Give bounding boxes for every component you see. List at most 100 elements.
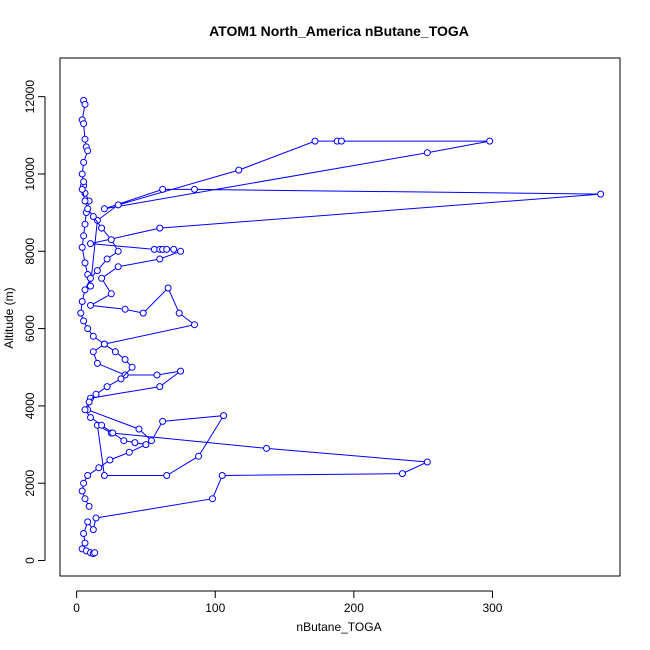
data-point — [78, 185, 86, 193]
y-tick-label: 4000 — [23, 392, 37, 419]
chart-title: ATOM1 North_America nButane_TOGA — [209, 23, 469, 39]
data-point — [81, 539, 89, 547]
data-point — [87, 282, 94, 290]
data-point — [191, 321, 198, 329]
data-point — [84, 205, 92, 213]
data-point — [106, 456, 114, 464]
data-point — [128, 363, 136, 371]
data-point — [100, 205, 108, 213]
data-point — [164, 284, 172, 292]
data-point — [191, 185, 198, 193]
data-point — [170, 245, 178, 253]
data-point — [92, 390, 100, 398]
data-point — [98, 421, 106, 429]
series-line — [81, 100, 601, 555]
data-point — [121, 305, 129, 313]
data-point — [78, 243, 86, 251]
data-point — [80, 530, 88, 537]
data-point — [114, 263, 122, 271]
data-point — [107, 290, 115, 298]
data-point — [111, 348, 119, 356]
data-point — [218, 472, 226, 479]
series-layer — [77, 97, 605, 558]
data-point — [398, 470, 406, 478]
data-point — [135, 425, 143, 433]
x-tick-label: 200 — [344, 601, 364, 615]
data-point — [81, 495, 89, 503]
x-tick-label: 0 — [73, 601, 80, 615]
data-point — [78, 487, 86, 495]
data-point — [87, 274, 94, 282]
data-series — [77, 178, 150, 510]
data-point — [77, 309, 85, 317]
data-point — [78, 170, 86, 178]
x-tick-label: 100 — [205, 601, 225, 615]
data-point — [84, 472, 92, 479]
data-point — [81, 259, 89, 267]
data-point — [159, 417, 167, 425]
data-point — [195, 452, 203, 460]
data-point — [93, 267, 101, 275]
data-point — [81, 220, 89, 228]
data-point — [87, 301, 94, 309]
data-point — [120, 437, 128, 445]
data-point — [423, 458, 431, 466]
data-point — [98, 224, 106, 232]
data-point — [78, 298, 86, 305]
data-point — [98, 274, 106, 282]
data-point — [235, 166, 243, 174]
data-point — [423, 149, 431, 157]
data-point — [81, 100, 89, 108]
y-tick-label: 10000 — [23, 157, 37, 191]
x-tick-label: 300 — [482, 601, 502, 615]
data-point — [80, 479, 88, 487]
data-point — [153, 371, 161, 379]
data-point — [87, 240, 94, 248]
data-point — [81, 286, 89, 294]
data-point — [89, 526, 97, 534]
data-point — [89, 213, 97, 220]
data-point — [81, 197, 89, 205]
data-point — [84, 147, 92, 155]
data-point — [81, 406, 89, 414]
data-point — [121, 356, 129, 363]
data-point — [175, 309, 183, 317]
data-point — [156, 224, 164, 232]
data-point — [87, 414, 94, 421]
y-tick-label: 0 — [23, 557, 37, 564]
data-point — [486, 137, 494, 145]
y-tick-label: 6000 — [23, 315, 37, 342]
axes: 0 100 200 300 0 2000 4000 6000 8000 10000 12000 — [23, 80, 503, 615]
data-point — [100, 472, 108, 479]
data-point — [311, 137, 319, 145]
data-point — [80, 158, 88, 166]
data-point — [91, 549, 99, 557]
data-point — [148, 437, 155, 445]
data-point — [263, 444, 270, 452]
data-point — [85, 398, 93, 406]
data-point — [93, 216, 101, 224]
data-point — [209, 495, 216, 503]
data-point — [92, 514, 100, 522]
data-point — [89, 332, 97, 340]
data-point — [131, 439, 139, 447]
data-point — [163, 472, 171, 479]
data-point — [177, 367, 185, 375]
data-point — [114, 247, 122, 255]
data-point — [125, 448, 133, 456]
data-point — [103, 383, 111, 391]
y-tick-label: 8000 — [23, 238, 37, 265]
data-point — [597, 190, 605, 198]
data-point — [85, 502, 93, 510]
data-point — [117, 375, 125, 383]
data-point — [84, 325, 92, 333]
data-point — [220, 412, 228, 420]
data-point — [177, 247, 185, 255]
data-point — [100, 340, 108, 348]
data-point — [89, 348, 97, 356]
data-series — [78, 97, 605, 558]
data-point — [337, 137, 345, 145]
x-axis-label: nButane_TOGA — [296, 620, 381, 634]
data-point — [109, 429, 117, 437]
